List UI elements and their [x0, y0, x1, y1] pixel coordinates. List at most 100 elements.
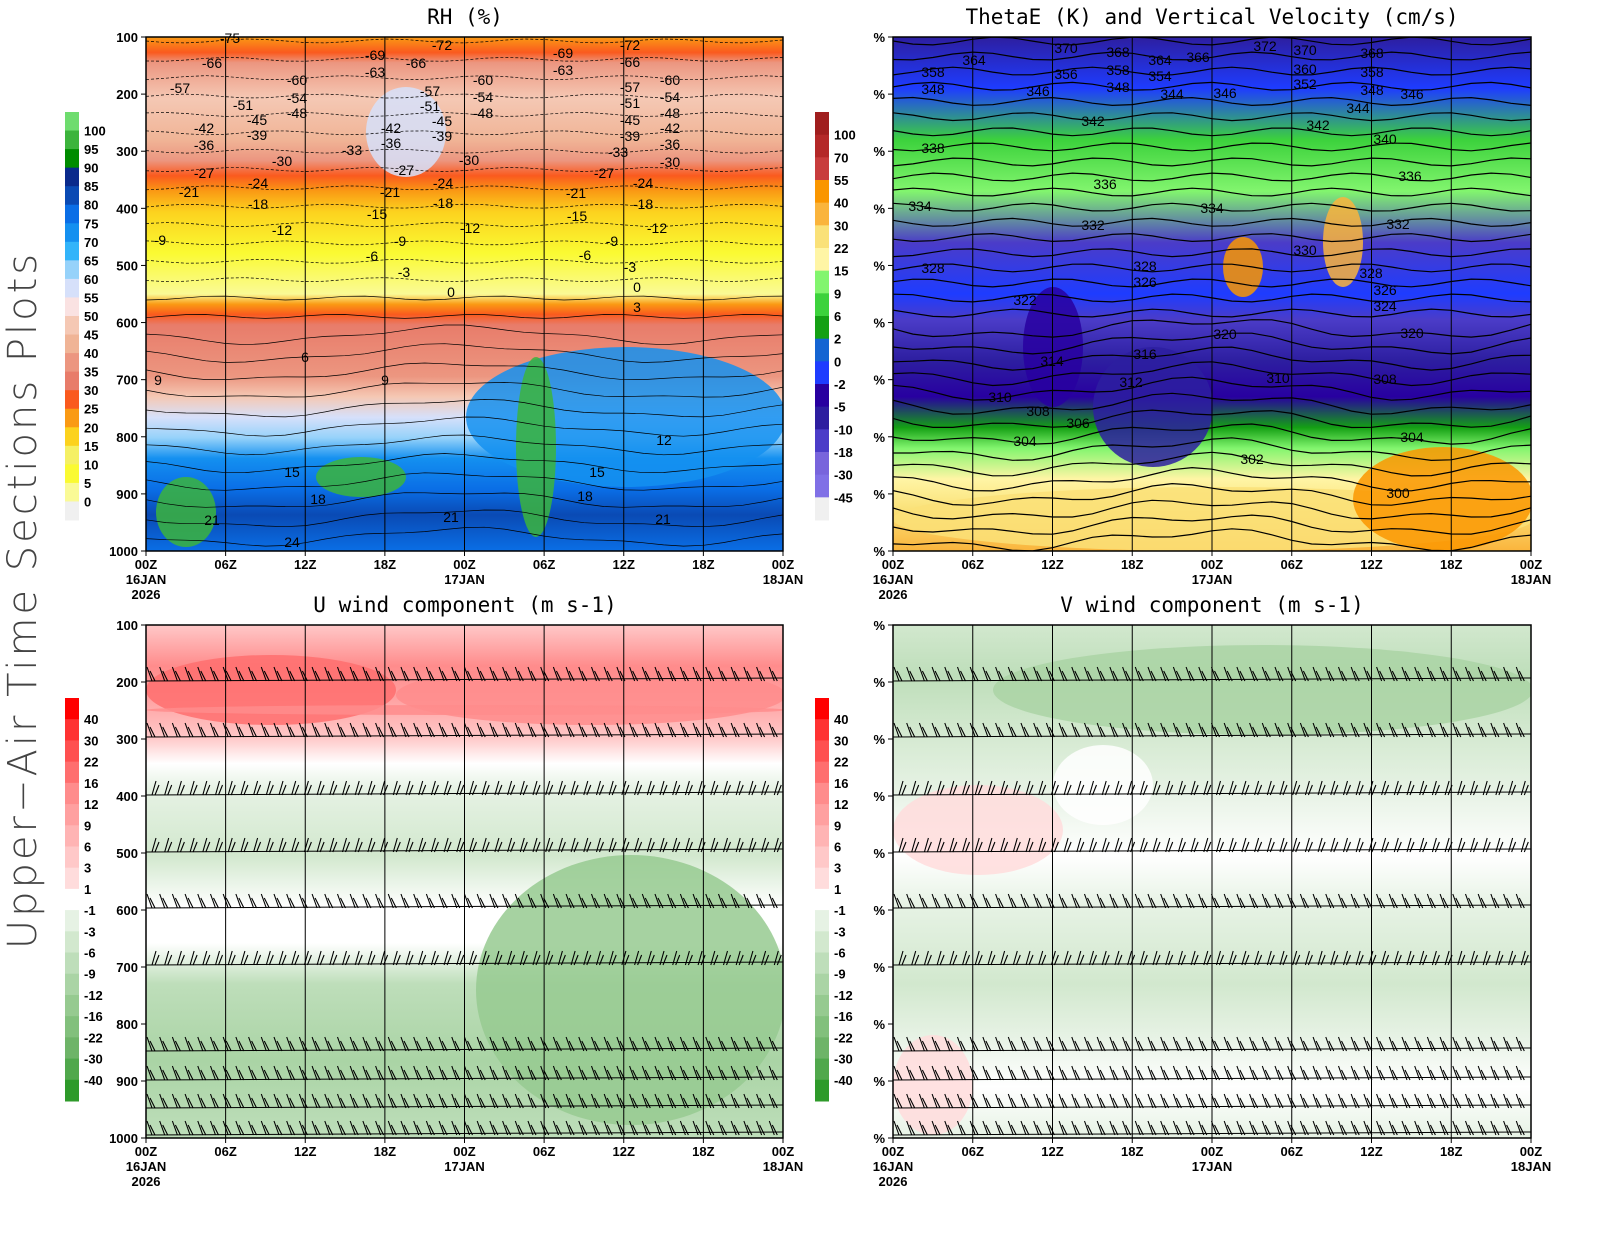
x-tick-label: 17JAN	[444, 572, 484, 587]
wind-barb	[1038, 837, 1047, 853]
wind-barb	[1368, 950, 1377, 966]
wind-barb	[1388, 1036, 1398, 1052]
wind-barb	[565, 1065, 575, 1081]
wind-barb	[489, 1065, 499, 1081]
wind-barb	[1419, 837, 1428, 853]
wind-barb	[273, 893, 283, 909]
wind-barb	[519, 837, 528, 853]
wind-barb	[1515, 1093, 1525, 1109]
wind-barb	[354, 950, 363, 966]
wind-barb	[768, 1036, 778, 1052]
wind-barb	[1076, 837, 1085, 853]
wind-barb	[595, 837, 605, 853]
wind-barb	[286, 1093, 296, 1109]
contour-line	[146, 167, 783, 172]
colorbar-label: 55	[834, 173, 848, 188]
wind-barb	[336, 722, 346, 738]
wind-barb	[1419, 950, 1428, 966]
wind-barb	[1503, 1120, 1513, 1136]
contour-label: 356	[1054, 66, 1078, 82]
contour-label: 346	[1026, 83, 1050, 99]
wind-barb	[1376, 1120, 1386, 1136]
wind-barb	[710, 950, 719, 966]
wind-barb	[1431, 780, 1440, 796]
colorbar-label: 12	[834, 797, 848, 812]
wind-barb	[578, 722, 588, 738]
panel-title: ThetaE (K) and Vertical Velocity (cm/s)	[965, 5, 1458, 29]
wind-barb	[481, 780, 490, 796]
contour-region	[316, 457, 406, 497]
wind-barb	[189, 780, 198, 796]
wind-barb	[248, 666, 258, 682]
wind-barb	[1317, 780, 1326, 796]
contour-label: 368	[1106, 44, 1130, 60]
contour-line	[146, 93, 783, 99]
wind-barb	[1477, 1120, 1487, 1136]
x-tick-label: 18JAN	[763, 1159, 803, 1174]
wind-barb	[1477, 893, 1487, 909]
contour-label: -18	[248, 196, 268, 212]
wind-barb	[956, 1036, 966, 1052]
wind-barb	[235, 893, 245, 909]
colorbar-label: 50	[84, 309, 98, 324]
x-tick-label: 18JAN	[1511, 572, 1551, 587]
wind-barb	[1266, 780, 1275, 796]
wind-barb	[1185, 1036, 1195, 1052]
wind-barb	[756, 1120, 766, 1136]
wind-barb	[1020, 722, 1030, 738]
wind-barb	[1071, 1036, 1081, 1052]
colorbar-label: 22	[834, 241, 848, 256]
wind-barb	[502, 722, 512, 738]
contour-label: 344	[1346, 100, 1370, 116]
wind-barb	[1223, 1093, 1233, 1109]
wind-barb	[1414, 1036, 1424, 1052]
wind-barb	[1160, 722, 1170, 738]
wind-barb	[367, 950, 376, 966]
wind-barb	[552, 1120, 562, 1136]
y-tick-label: %	[873, 1017, 885, 1032]
colorbar-swatch	[815, 134, 829, 158]
wind-barb	[209, 666, 219, 682]
wind-barb	[756, 1093, 766, 1109]
wind-barb	[1342, 780, 1352, 796]
wind-barb	[1198, 893, 1208, 909]
wind-barb	[578, 666, 588, 682]
contour-label: -66	[406, 55, 426, 71]
wind-barb	[1426, 666, 1436, 682]
contour-label: 346	[1213, 85, 1237, 101]
wind-barb	[995, 1065, 1005, 1081]
wind-barb	[949, 837, 958, 853]
colorbar-swatch	[65, 130, 79, 150]
colorbar-swatch	[65, 740, 79, 763]
wind-barb	[1236, 722, 1246, 738]
colorbar-swatch	[815, 719, 829, 741]
wind-barb	[380, 837, 389, 853]
wind-barb	[603, 666, 613, 682]
contour-label: -27	[594, 165, 614, 181]
wind-barb	[911, 780, 920, 796]
contour-label: -27	[194, 165, 214, 181]
wind-barb	[184, 666, 194, 682]
wind-barb	[387, 1036, 397, 1052]
wind-barb	[341, 950, 351, 966]
wind-barb	[189, 837, 198, 853]
wind-barb	[532, 837, 541, 853]
wind-barb	[489, 666, 499, 682]
x-tick-label: 06Z	[1281, 557, 1303, 572]
wind-barb	[705, 1065, 715, 1081]
y-tick-label: 800	[116, 430, 138, 445]
wind-barb	[1490, 1093, 1500, 1109]
wind-barb	[235, 1036, 245, 1052]
wind-barb	[367, 780, 376, 796]
colorbar-swatch	[65, 1058, 79, 1081]
colorbar-label: 9	[84, 818, 91, 833]
wind-barb	[1388, 1093, 1398, 1109]
wind-barb	[494, 780, 503, 796]
wind-barb	[1312, 666, 1322, 682]
wind-barb	[519, 950, 528, 966]
wind-barb	[336, 1093, 346, 1109]
wind-barb	[146, 722, 156, 738]
wind-barb	[1439, 1065, 1449, 1081]
wind-barb	[629, 666, 639, 682]
contour-line	[146, 277, 783, 282]
